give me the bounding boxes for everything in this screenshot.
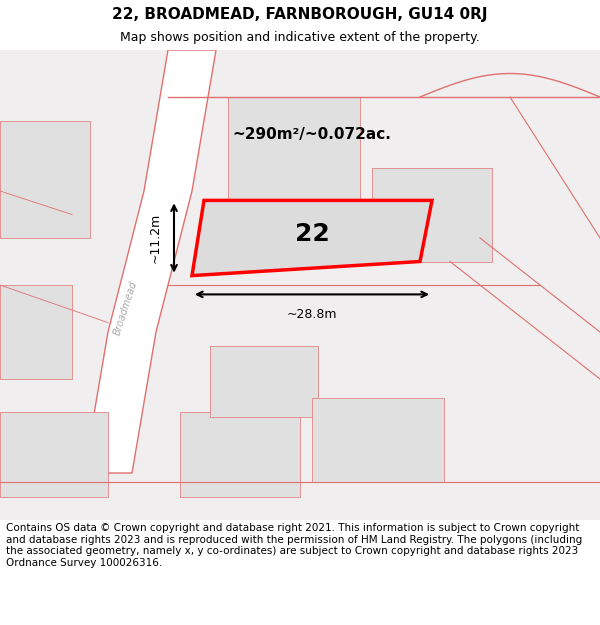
- Text: 22: 22: [295, 222, 329, 246]
- Text: ~11.2m: ~11.2m: [149, 213, 162, 263]
- Polygon shape: [192, 201, 432, 276]
- Bar: [312, 398, 444, 482]
- Text: 22, BROADMEAD, FARNBOROUGH, GU14 0RJ: 22, BROADMEAD, FARNBOROUGH, GU14 0RJ: [112, 6, 488, 21]
- Bar: [0, 285, 72, 379]
- Bar: [0, 412, 108, 496]
- Text: ~28.8m: ~28.8m: [287, 309, 337, 321]
- Bar: [228, 97, 360, 214]
- Text: ~290m²/~0.072ac.: ~290m²/~0.072ac.: [233, 127, 391, 142]
- Bar: [0, 121, 90, 238]
- Polygon shape: [84, 50, 216, 473]
- Bar: [180, 412, 300, 496]
- Bar: [372, 168, 492, 261]
- Bar: [210, 346, 318, 417]
- Text: Broadmead: Broadmead: [112, 280, 140, 337]
- Text: Map shows position and indicative extent of the property.: Map shows position and indicative extent…: [120, 31, 480, 44]
- Text: Contains OS data © Crown copyright and database right 2021. This information is : Contains OS data © Crown copyright and d…: [6, 523, 582, 568]
